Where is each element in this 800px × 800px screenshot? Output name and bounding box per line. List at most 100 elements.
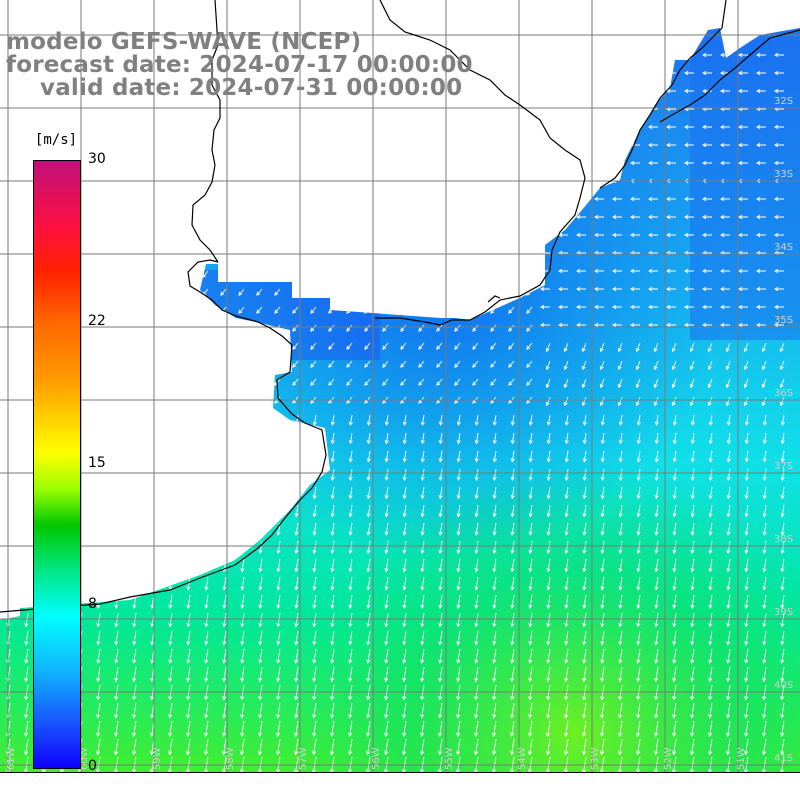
lon-label: 61W [6, 747, 17, 770]
wind-arrow [618, 450, 623, 463]
wind-arrow [540, 322, 550, 328]
wind-arrow [744, 540, 749, 555]
wind-arrow [294, 504, 299, 518]
wind-arrow [708, 414, 713, 427]
wind-arrow [707, 396, 713, 407]
wind-arrow [564, 594, 569, 610]
wind-arrow [330, 612, 335, 628]
wind-arrow [420, 648, 425, 664]
wind-arrow [510, 702, 515, 719]
wind-arrow [684, 124, 694, 130]
wind-arrow [167, 720, 173, 738]
wind-arrow [756, 52, 766, 58]
wind-arrow [654, 486, 659, 500]
wind-arrow [702, 160, 712, 166]
wind-arrow [582, 594, 587, 610]
wind-arrow [618, 666, 623, 683]
wind-arrow [689, 378, 695, 389]
wind-arrow [708, 594, 713, 610]
wind-arrow [648, 124, 658, 130]
wind-arrow [612, 196, 622, 202]
wind-arrow [294, 612, 299, 628]
wind-arrow [454, 342, 461, 350]
wind-arrow [528, 522, 533, 536]
wind-arrow [546, 540, 551, 555]
wind-arrow [131, 738, 137, 756]
wind-arrow [582, 612, 587, 628]
wind-arrow [438, 612, 443, 628]
wind-arrow [600, 468, 605, 481]
wind-arrow [581, 720, 587, 738]
wind-arrow [420, 702, 425, 719]
wind-arrow [474, 468, 479, 481]
wind-arrow [780, 558, 785, 573]
lat-label: 40S [774, 680, 793, 691]
wind-arrow [654, 540, 659, 555]
wind-arrow [168, 702, 173, 719]
wind-arrow [599, 738, 605, 756]
wind-arrow [708, 450, 713, 463]
wind-arrow [563, 720, 569, 738]
wind-arrow [330, 468, 335, 481]
wind-arrow [528, 558, 533, 573]
wind-arrow [762, 450, 767, 463]
wind-arrow [761, 720, 767, 738]
wind-arrow [366, 666, 371, 683]
wind-arrow [546, 612, 551, 628]
wind-arrow [527, 738, 533, 756]
wind-arrow [726, 612, 731, 628]
wind-arrow [490, 342, 497, 350]
wind-arrow [546, 702, 551, 719]
wind-arrow [564, 504, 569, 518]
wind-arrow [474, 612, 479, 628]
wind-arrow [294, 594, 299, 610]
wind-arrow [510, 558, 515, 573]
lat-label: 39S [774, 607, 793, 618]
wind-arrow [510, 414, 515, 427]
wind-arrow [762, 648, 767, 664]
wind-arrow [348, 432, 353, 445]
wind-arrow [222, 594, 227, 610]
wind-arrow [473, 738, 479, 756]
wind-arrow [774, 88, 784, 94]
wind-arrow [726, 666, 731, 683]
wind-arrow [762, 594, 767, 610]
wind-arrow [774, 196, 784, 202]
wind-arrow [612, 232, 622, 238]
wind-arrow [684, 286, 694, 292]
wind-arrow [582, 414, 587, 427]
wind-arrow [401, 720, 407, 738]
wind-arrow [382, 378, 389, 386]
wind-arrow [779, 396, 785, 407]
wind-arrow [382, 360, 389, 368]
wind-arrow [292, 306, 299, 314]
wind-arrow [510, 522, 515, 536]
wind-arrow [330, 486, 335, 500]
wind-arrow [708, 630, 713, 646]
wind-arrow [672, 450, 677, 463]
wind-arrow [726, 540, 731, 555]
wind-arrow [599, 396, 605, 407]
wind-arrow [756, 88, 766, 94]
wind-arrow [204, 702, 209, 719]
wind-arrow [738, 88, 748, 94]
wind-arrow [438, 414, 443, 427]
wind-arrow [743, 360, 749, 371]
wind-arrow [720, 160, 730, 166]
wind-arrow [330, 432, 335, 445]
wind-arrow [384, 612, 389, 628]
wind-arrow [582, 702, 587, 719]
wind-arrow [761, 396, 767, 407]
wind-arrow [132, 612, 137, 628]
colorbar-tick-label: 30 [88, 151, 106, 167]
wind-arrow [600, 630, 605, 646]
wind-arrow [581, 378, 587, 389]
wind-arrow [738, 322, 748, 328]
wind-arrow [186, 702, 191, 719]
wind-arrow [726, 504, 731, 518]
wind-arrow [576, 214, 586, 220]
wind-arrow [438, 666, 443, 683]
wind-arrow [420, 522, 425, 536]
wind-arrow [24, 702, 29, 719]
lon-label: 59W [152, 747, 163, 770]
